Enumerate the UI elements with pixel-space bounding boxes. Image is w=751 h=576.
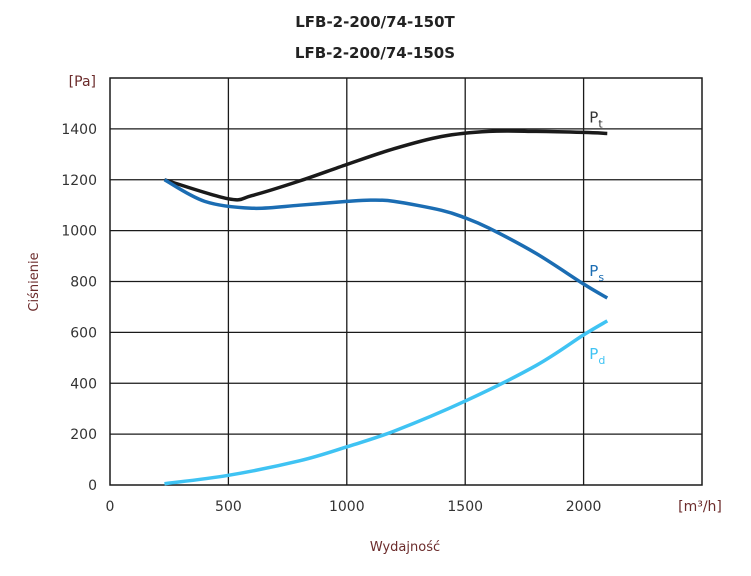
x-tick-label: 1000 <box>329 499 365 515</box>
chart-title-line-2: LFB-2-200/74-150S <box>295 44 455 62</box>
x-unit-label: [m³/h] <box>678 499 722 515</box>
ticks: 0 500 1000 1500 2000 0 200 400 600 800 1000 1200 140… <box>61 122 601 515</box>
series-label-pd: Pd <box>589 345 605 367</box>
series-line-pt <box>163 129 608 202</box>
chart-title-line-1: LFB-2-200/74-150T <box>295 13 455 31</box>
series-group: Pt Ps Pd <box>163 108 609 486</box>
x-tick-label: 0 <box>106 499 115 515</box>
x-axis-label: Wydajność <box>370 540 440 555</box>
y-tick-label: 0 <box>88 478 97 494</box>
y-tick-label: 400 <box>70 376 97 392</box>
y-tick-label: 800 <box>70 275 97 291</box>
y-tick-label: 1400 <box>61 122 97 138</box>
series-line-pd <box>164 319 609 486</box>
y-tick-label: 600 <box>70 325 97 341</box>
series-label-pt: Pt <box>589 108 603 130</box>
y-tick-label: 1000 <box>61 224 97 240</box>
y-axis-label: Ciśnienie <box>27 252 42 311</box>
x-tick-label: 2000 <box>566 499 602 515</box>
x-tick-label: 1500 <box>447 499 483 515</box>
y-tick-label: 200 <box>70 427 97 443</box>
x-tick-label: 500 <box>215 499 242 515</box>
grid <box>109 77 703 486</box>
series-line-ps <box>163 178 609 300</box>
y-unit-label: [Pa] <box>69 74 96 90</box>
y-tick-label: 1200 <box>61 173 97 189</box>
series-label-ps: Ps <box>589 262 604 284</box>
